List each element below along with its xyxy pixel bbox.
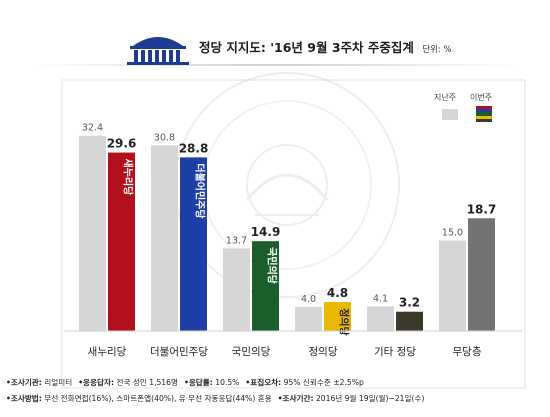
legend-current-stripe-0 — [476, 106, 492, 110]
footnote-value: 전국 성인 1,516명 — [114, 378, 178, 387]
bar-current-1 — [180, 157, 207, 331]
footnote-value: 10.5% — [212, 378, 240, 387]
legend-previous-label: 지난주 — [434, 93, 457, 102]
category-label-2: 국민의당 — [232, 346, 271, 358]
footnote-value: 2016년 9월 19일(월)~21일(수) — [313, 394, 425, 403]
value-label-current-4: 3.2 — [399, 296, 420, 310]
bar-logo-3: 정의당 — [338, 308, 351, 336]
value-label-previous-4: 4.1 — [373, 293, 388, 304]
value-label-current-1: 28.8 — [179, 141, 209, 155]
bar-previous-2 — [223, 248, 250, 331]
category-label-0: 새누리당 — [88, 346, 127, 358]
bar-previous-4 — [367, 306, 394, 331]
bars-group — [79, 135, 495, 331]
bar-current-0 — [108, 152, 135, 331]
footnote-label: •조사기간: — [277, 394, 314, 403]
category-label-1: 더불어민주당 — [150, 346, 208, 358]
value-label-previous-0: 32.4 — [82, 123, 103, 134]
chart-unit: 단위: % — [422, 45, 452, 55]
bar-current-4 — [396, 311, 423, 331]
bar-current-2 — [252, 241, 279, 331]
bar-previous-1 — [151, 145, 178, 331]
legend: 지난주 이번주 — [432, 92, 512, 126]
footnote-label: •조사기관: — [6, 378, 42, 387]
chart-panel — [61, 79, 526, 389]
footnote-label: •조사방법: — [6, 394, 42, 403]
bar-logo-2: 국민의당 — [266, 247, 279, 285]
value-label-previous-5: 15.0 — [442, 228, 463, 239]
bar-previous-0 — [79, 135, 106, 331]
category-label-5: 무당층 — [453, 346, 482, 358]
category-labels-group: 새누리당 더불어민주당 국민의당 정의당 기타 정당 무당층 — [88, 346, 482, 358]
value-label-current-2: 14.9 — [251, 225, 281, 239]
title-bar: 정당 지지도: '16년 9월 3주차 주중집계 단위: % — [0, 28, 550, 62]
title-underline — [30, 64, 520, 66]
footnote-value: 95% 신뢰수준 ±2.5%p — [281, 378, 364, 387]
category-label-4: 기타 정당 — [374, 346, 416, 358]
chart-title: 정당 지지도: '16년 9월 3주차 주중집계 단위: % — [199, 37, 452, 56]
legend-current-stripe-1 — [476, 109, 492, 113]
value-label-previous-1: 30.8 — [154, 132, 175, 143]
bar-current-3 — [324, 302, 351, 331]
value-label-previous-2: 13.7 — [226, 235, 247, 246]
footnote-label: •응답률: — [183, 378, 213, 387]
bar-logo-1: 더불어민주당 — [194, 163, 207, 219]
value-label-current-5: 18.7 — [467, 202, 497, 216]
chart-title-text: 정당 지지도: '16년 9월 3주차 주중집계 — [199, 40, 414, 55]
national-assembly-icon — [127, 37, 189, 65]
value-labels-group: 32.4 29.6 30.8 28.8 13.7 14.9 4.0 4.8 4.1 3.2 15.0… — [82, 123, 496, 310]
legend-current-stripe-2 — [476, 112, 492, 116]
footnote-value: 무선 전화면접(16%), 스마트폰앱(40%), 유·무선 자동응답(44%)… — [41, 394, 272, 403]
bar-logo-0: 새누리당 — [122, 159, 135, 197]
value-label-current-0: 29.6 — [107, 137, 137, 151]
legend-current-stripe-3 — [476, 115, 492, 119]
footnote-line-2: •조사방법: 무선 전화면접(16%), 스마트폰앱(40%), 유·무선 자동… — [6, 393, 546, 404]
legend-previous-swatch — [442, 109, 458, 120]
legend-current-stripe-4 — [476, 118, 492, 122]
bar-current-5 — [468, 218, 495, 331]
bar-previous-5 — [439, 240, 466, 331]
legend-current-swatch — [476, 106, 492, 122]
value-label-current-3: 4.8 — [327, 286, 348, 300]
bar-previous-3 — [295, 306, 322, 331]
footnote-line-1: •조사기관: 리얼미터 •응응답자: 전국 성인 1,516명 •응답률: 10.5… — [6, 377, 546, 388]
value-label-previous-3: 4.0 — [301, 294, 316, 305]
legend-current-label: 이번주 — [470, 93, 493, 102]
footnote-value: 리얼미터 — [41, 378, 73, 387]
category-label-3: 정의당 — [309, 346, 338, 358]
footnote-label: •표집오차: — [245, 378, 282, 387]
footnote-label: •응응답자: — [78, 378, 115, 387]
